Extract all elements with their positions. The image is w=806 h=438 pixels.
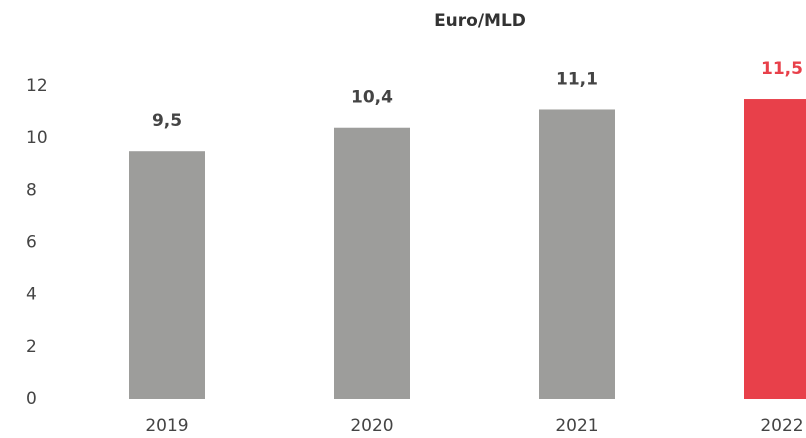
- y-tick-label: 2: [26, 337, 37, 357]
- value-label: 9,5: [152, 111, 182, 131]
- chart-title: Euro/MLD: [434, 11, 526, 31]
- x-tick-label: 2019: [145, 416, 188, 436]
- bar: [129, 151, 205, 399]
- bar: [539, 109, 615, 399]
- value-label: 11,1: [556, 69, 598, 89]
- y-tick-label: 0: [26, 389, 37, 409]
- bar: [334, 127, 410, 399]
- y-tick-label: 8: [26, 180, 37, 200]
- y-tick-label: 12: [26, 76, 48, 96]
- value-label: 11,5: [761, 59, 803, 79]
- y-tick-label: 6: [26, 233, 37, 253]
- y-tick-label: 4: [26, 285, 37, 305]
- x-tick-label: 2022: [760, 416, 803, 436]
- x-tick-label: 2021: [555, 416, 598, 436]
- value-label: 10,4: [351, 88, 393, 108]
- bar: [744, 99, 806, 400]
- y-tick-label: 10: [26, 128, 48, 148]
- x-tick-label: 2020: [350, 416, 393, 436]
